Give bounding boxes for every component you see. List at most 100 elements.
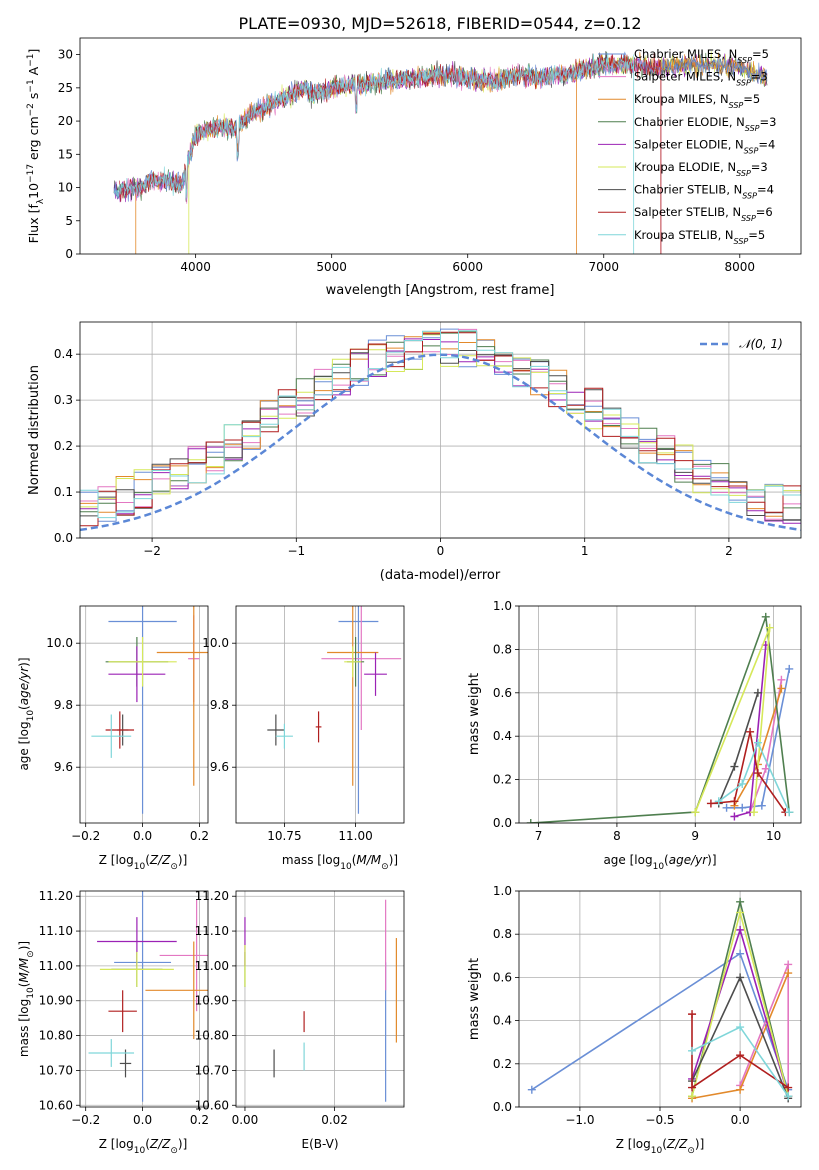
errorbar-point-salpeter-stelib	[315, 711, 322, 743]
weight-marker	[777, 684, 786, 693]
weight-marker	[753, 688, 762, 697]
errorbar-point-chabrier-miles	[108, 606, 177, 814]
y-tick-label: 10.60	[39, 1098, 73, 1112]
plot-area	[113, 51, 768, 254]
weight-series-kroupa-stelib	[688, 1023, 793, 1101]
y-tick-label: 11.00	[195, 959, 229, 973]
y-tick-label: 10.90	[195, 994, 229, 1008]
y-tick-label: 1.0	[493, 884, 512, 898]
weight-marker	[784, 969, 793, 978]
y-tick-label: 9.8	[210, 698, 229, 712]
axes-frame	[518, 890, 802, 1108]
axes-frame	[79, 605, 209, 824]
weight_vs_Z-y-label: mass weight	[467, 958, 482, 1040]
plot-area	[527, 897, 793, 1103]
x-tick-label: 0.02	[321, 1113, 348, 1127]
y-tick-label: 0.8	[493, 927, 512, 941]
weight-marker	[730, 797, 739, 806]
weight_vs_age-x-label: age [log10(age/yr)]	[603, 853, 716, 872]
spectrum-axes: 4000 5000 6000 7000 8000 0 5 10 15 20 25 30	[58, 48, 755, 274]
x-tick-label: 8000	[725, 260, 756, 274]
plot-area	[244, 899, 397, 1102]
plot-area	[91, 606, 208, 814]
legend-entry: Salpeter ELODIE, NSSP=4	[634, 137, 775, 155]
weight-marker	[706, 799, 715, 808]
weight-marker	[722, 803, 731, 812]
weight-marker	[761, 764, 770, 773]
x-tick-label: −0.2	[71, 829, 100, 843]
weight-marker	[785, 808, 794, 817]
weight-marker	[714, 797, 723, 806]
mass_vs_ebv-axes: 0.00 0.02 10.60 10.70 10.80 10.90 11.00 11.10 11…	[195, 889, 404, 1127]
legend-entry: Salpeter MILES, NSSP=3	[634, 70, 768, 88]
plot-area	[526, 612, 794, 823]
y-tick-label: 30	[58, 48, 73, 62]
y-tick-label: 0.0	[493, 1100, 512, 1114]
x-tick-label: −0.2	[71, 1113, 100, 1127]
weight-marker	[736, 973, 745, 982]
legend-entry: 𝒩(0, 1)	[739, 337, 783, 351]
y-tick-label: 0.6	[493, 686, 512, 700]
weight-marker	[688, 1083, 697, 1092]
errorbar-point-salpeter-elodie	[364, 652, 387, 696]
mass_vs_ebv-x-label: E(B-V)	[301, 1137, 338, 1151]
weight-marker	[730, 762, 739, 771]
weight-marker	[736, 1051, 745, 1060]
weight-line	[718, 740, 791, 813]
weight-marker	[738, 779, 747, 788]
errorbar-point-kroupa-stelib	[275, 723, 293, 749]
weight-marker	[688, 1046, 697, 1055]
weight-marker	[526, 819, 535, 823]
y-tick-label: 0.4	[54, 347, 73, 361]
axes-frame	[79, 890, 209, 1108]
y-tick-label: 0.3	[54, 393, 73, 407]
x-tick-label: 5000	[316, 260, 347, 274]
errorbar-point-chabrier-stelib	[119, 1049, 132, 1078]
y-tick-label: 11.10	[195, 924, 229, 938]
errorbar-point-kroupa-stelib	[91, 714, 132, 758]
x-tick-label: 9	[691, 829, 699, 843]
weight_vs_age-y-label: mass weight	[467, 673, 482, 755]
x-tick-label: 0.2	[190, 1113, 209, 1127]
legend-entry: Chabrier ELODIE, NSSP=3	[634, 115, 776, 133]
x-tick-label: 0	[437, 544, 445, 558]
y-tick-label: 0.1	[54, 485, 73, 499]
y-tick-label: 10.90	[39, 994, 73, 1008]
x-tick-label: −0.5	[645, 1113, 674, 1127]
weight-marker	[765, 623, 774, 632]
axes-frame	[79, 37, 802, 255]
legend-entry: Chabrier STELIB, NSSP=4	[634, 183, 774, 201]
y-tick-label: 10	[58, 181, 73, 195]
y-tick-label: 1.0	[493, 599, 512, 613]
spectrum-line-kroupa-miles	[135, 51, 768, 198]
weight_vs_Z-x-label: Z [log10(Z/Z⊙)]	[616, 1137, 705, 1156]
y-tick-label: 11.20	[195, 889, 229, 903]
errorbar-point-salpeter-stelib	[105, 711, 135, 749]
weight-marker	[736, 897, 745, 906]
axes-frame	[518, 605, 802, 824]
weight-marker	[688, 1010, 697, 1019]
y-tick-label: 10.80	[39, 1029, 73, 1043]
weight-marker	[730, 812, 739, 821]
x-tick-label: 10.75	[267, 829, 301, 843]
weight-marker	[746, 727, 755, 736]
y-tick-label: 0.8	[493, 642, 512, 656]
errorbar-point-kroupa-miles	[156, 606, 208, 786]
plot-area	[267, 606, 402, 814]
y-tick-label: 0.4	[493, 1014, 512, 1028]
errorbar-point-chabrier-stelib	[267, 714, 285, 746]
y-tick-label: 0.2	[493, 773, 512, 787]
spectrum-legend: Chabrier MILES, NSSP=5 Salpeter MILES, NS…	[598, 47, 776, 245]
errorbar-point-kroupa-miles	[145, 941, 208, 1040]
y-tick-label: 0.4	[493, 729, 512, 743]
y-tick-label: 10.70	[195, 1063, 229, 1077]
errorbar-point-salpeter-miles	[321, 606, 402, 730]
y-tick-label: 9.6	[210, 760, 229, 774]
y-tick-label: 9.6	[54, 760, 73, 774]
x-tick-label: 0.0	[731, 1113, 750, 1127]
weight-marker	[753, 738, 762, 747]
x-tick-label: 0.00	[232, 1113, 259, 1127]
x-tick-label: 2	[725, 544, 733, 558]
plot-area	[88, 891, 208, 1102]
